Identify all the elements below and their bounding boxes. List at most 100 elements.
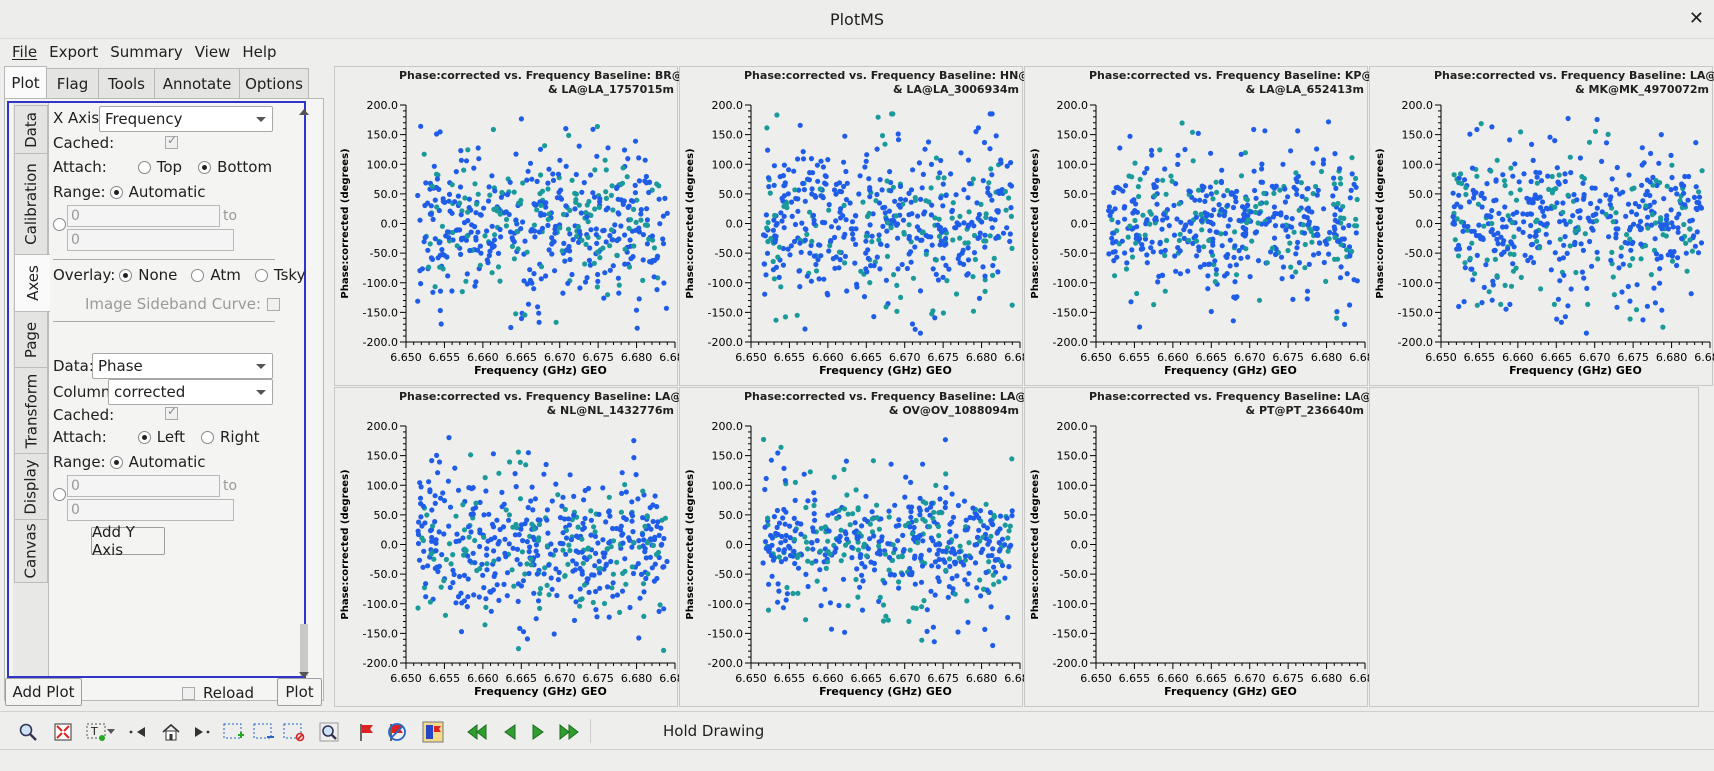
data-point	[538, 202, 544, 208]
xaxis-select[interactable]: Frequency	[99, 106, 273, 132]
data-point	[646, 236, 652, 242]
data-point	[576, 143, 582, 149]
add-plot-button[interactable]: Add Plot	[5, 678, 82, 706]
flag-icon[interactable]	[356, 721, 378, 743]
data-point	[1176, 237, 1182, 243]
select-add-icon[interactable]	[223, 721, 245, 743]
x-range-max[interactable]: 0	[67, 229, 234, 251]
tab-annotate[interactable]: Annotate	[154, 68, 240, 98]
menu-view[interactable]: View	[194, 42, 231, 61]
data-point	[802, 326, 808, 332]
close-icon[interactable]: ✕	[1688, 8, 1704, 29]
last-page-icon[interactable]	[558, 721, 580, 743]
vtab-transform[interactable]: Transform	[14, 367, 48, 454]
y-range-manual-radio[interactable]	[53, 488, 66, 501]
next-page-icon[interactable]	[528, 721, 550, 743]
data-point	[809, 540, 815, 546]
menu-export[interactable]: Export	[49, 42, 99, 61]
data-point	[1629, 186, 1635, 192]
overlay-none-radio[interactable]	[119, 268, 133, 282]
hold-drawing-toggle[interactable]: Hold Drawing	[663, 722, 765, 740]
vtab-canvas[interactable]: Canvas	[14, 519, 48, 583]
attach-top-radio[interactable]	[137, 160, 151, 174]
plot-button[interactable]: Plot	[277, 678, 322, 706]
vtab-display[interactable]: Display	[14, 453, 48, 520]
y-data-select[interactable]: Phase	[92, 353, 273, 379]
data-point	[932, 592, 938, 598]
attach-bottom-radio[interactable]	[198, 160, 212, 174]
overlay-tsky-radio[interactable]	[254, 268, 268, 282]
data-point	[651, 274, 657, 280]
data-point	[971, 232, 978, 239]
x-range-manual-radio[interactable]	[53, 218, 66, 231]
plot-canvas-grid[interactable]: Phase:corrected vs. Frequency Baseline: …	[334, 66, 1714, 707]
step-forward-icon[interactable]	[190, 721, 212, 743]
plot-panel[interactable]: Phase:corrected vs. Frequency Baseline: …	[334, 66, 700, 386]
y-tick-label: 100.0	[712, 479, 744, 492]
select-subtract-icon[interactable]	[253, 721, 275, 743]
select-clear-icon[interactable]	[283, 721, 305, 743]
data-point	[528, 498, 534, 504]
y-column-select[interactable]: corrected	[108, 379, 273, 405]
data-point	[928, 212, 934, 218]
data-point	[1007, 523, 1013, 529]
overlay-atm-radio[interactable]	[191, 268, 205, 282]
data-point	[1687, 218, 1693, 224]
tab-options[interactable]: Options	[239, 68, 309, 98]
reload-checkbox[interactable]	[182, 686, 195, 700]
scroll-down-icon[interactable]	[299, 672, 309, 678]
x-cached-checkbox[interactable]	[165, 133, 178, 149]
plot-panel[interactable]: Phase:corrected vs. Frequency Baseline: …	[679, 387, 1042, 707]
data-point	[654, 287, 660, 293]
data-point	[1195, 130, 1201, 136]
data-point	[937, 242, 943, 248]
step-back-icon[interactable]	[128, 721, 150, 743]
plot-panel[interactable]: Phase:corrected vs. Frequency Baseline: …	[1369, 66, 1714, 386]
vtab-axes[interactable]: Axes	[14, 254, 50, 312]
menu-help[interactable]: Help	[242, 42, 277, 61]
locate-icon[interactable]	[318, 721, 340, 743]
panel-scrollbar[interactable]	[298, 105, 310, 682]
flag-extend-icon[interactable]	[422, 721, 444, 743]
zoom-fit-icon[interactable]	[52, 721, 74, 743]
add-y-axis-button[interactable]: Add Y Axis	[91, 523, 165, 559]
vtab-page[interactable]: Page	[14, 311, 48, 368]
scroll-up-icon[interactable]	[299, 109, 309, 115]
data-point	[539, 225, 546, 231]
y-column-label: Column:	[53, 383, 116, 401]
data-point	[917, 330, 923, 336]
menu-file[interactable]: File	[12, 42, 38, 61]
x-range-min[interactable]: 0	[67, 205, 220, 227]
annotate-text-icon[interactable]: T	[86, 721, 108, 743]
sideband-checkbox[interactable]	[267, 297, 281, 311]
tab-tools[interactable]: Tools	[98, 68, 155, 98]
tab-plot[interactable]: Plot	[4, 66, 47, 98]
x-range-auto-radio[interactable]	[109, 185, 123, 199]
home-icon[interactable]	[160, 721, 182, 743]
prev-page-icon[interactable]	[498, 721, 520, 743]
data-point	[538, 172, 544, 178]
plot-panel[interactable]: Phase:corrected vs. Frequency Baseline: …	[1024, 387, 1387, 707]
data-point	[507, 459, 513, 465]
attach-left-radio[interactable]	[137, 430, 151, 444]
dropdown-icon[interactable]	[106, 721, 116, 743]
attach-right-radio[interactable]	[201, 430, 214, 444]
data-point	[950, 514, 957, 520]
vtab-calibration[interactable]: Calibration	[14, 153, 48, 255]
vtab-data[interactable]: Data	[14, 105, 48, 154]
scroll-thumb[interactable]	[300, 624, 308, 676]
tab-flag[interactable]: Flag	[46, 68, 99, 98]
data-point	[837, 533, 843, 539]
unflag-icon[interactable]	[386, 721, 408, 743]
y-range-auto-radio[interactable]	[109, 455, 123, 469]
first-page-icon[interactable]	[466, 721, 488, 743]
y-cached-checkbox[interactable]	[165, 404, 178, 420]
plot-panel[interactable]: Phase:corrected vs. Frequency Baseline: …	[679, 66, 1048, 386]
plot-panel[interactable]: Phase:corrected vs. Frequency Baseline: …	[334, 387, 697, 707]
zoom-icon[interactable]	[17, 721, 39, 743]
data-point	[1294, 245, 1300, 251]
plot-panel[interactable]: Phase:corrected vs. Frequency Baseline: …	[1024, 66, 1389, 386]
menu-summary[interactable]: Summary	[110, 42, 183, 61]
y-range-min[interactable]: 0	[67, 475, 220, 497]
y-range-max[interactable]: 0	[67, 499, 234, 521]
